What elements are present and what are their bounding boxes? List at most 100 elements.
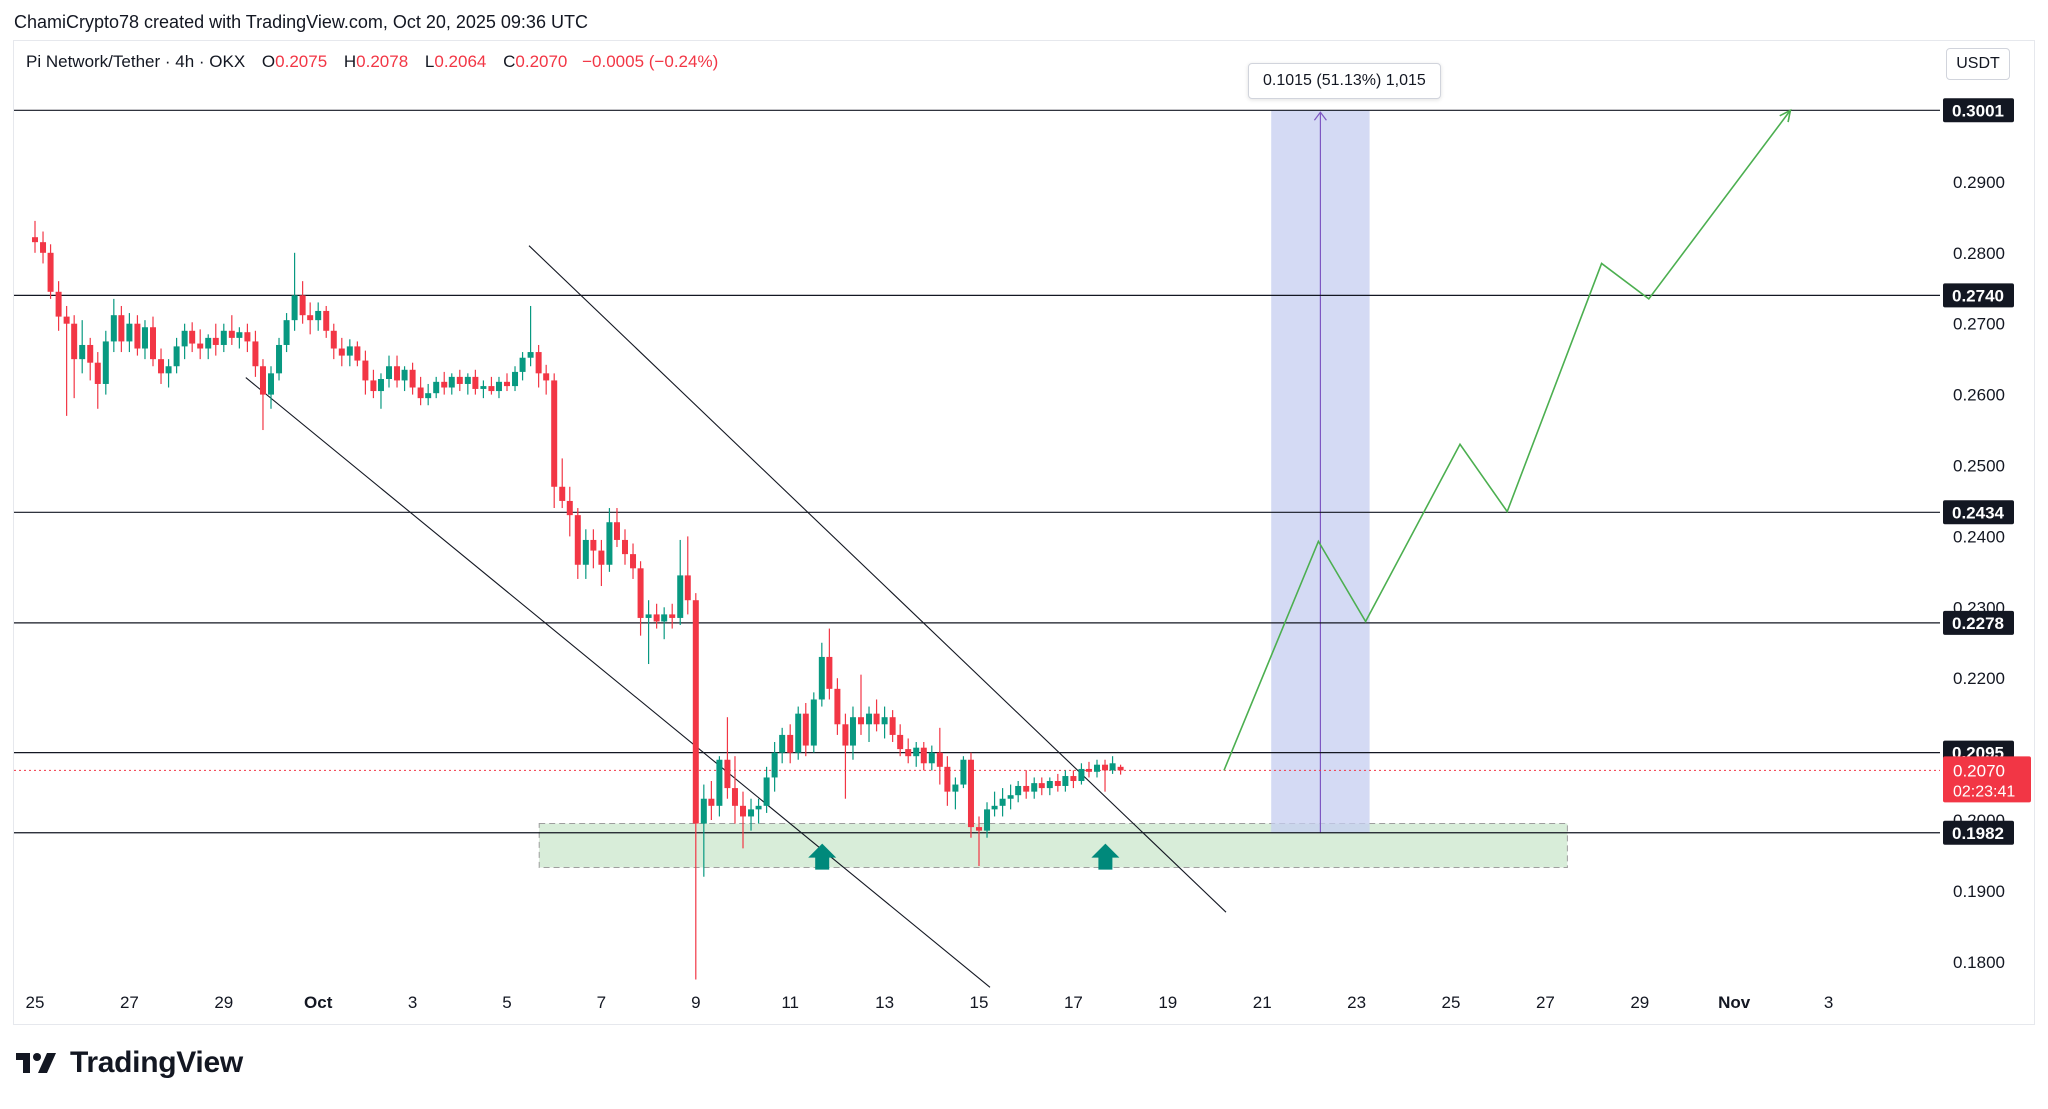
last-price-label: 0.2070	[1953, 761, 2005, 780]
candle-body	[1054, 781, 1061, 786]
candle-body	[134, 323, 141, 349]
candle-body	[731, 788, 738, 806]
candle-body	[755, 805, 762, 810]
candle-body	[401, 369, 408, 381]
currency-button[interactable]: USDT	[1946, 48, 2010, 80]
candle-body	[165, 366, 172, 374]
candle-body	[346, 346, 353, 356]
candle-body	[700, 798, 707, 824]
support-zone-layer	[538, 823, 1568, 869]
candle-body	[244, 332, 251, 342]
x-tick-label: 9	[691, 993, 700, 1012]
candle-body	[456, 376, 463, 384]
candle-body	[669, 614, 676, 618]
candle-body	[724, 759, 731, 789]
candle-body	[409, 369, 416, 388]
candle-body	[606, 522, 613, 565]
y-tick-label: 0.2200	[1953, 669, 2005, 688]
projection-arrowhead	[1779, 108, 1792, 123]
candle-body	[913, 747, 920, 757]
last-price-tag	[1943, 756, 2031, 803]
x-tick-label: 25	[1442, 993, 1461, 1012]
candle-body	[40, 242, 47, 253]
x-tick-label: 23	[1347, 993, 1366, 1012]
candle-body	[779, 734, 786, 753]
candle-body	[661, 614, 668, 622]
candles-layer	[32, 220, 1124, 980]
y-tick-label: 0.2900	[1953, 173, 2005, 192]
candle-body	[598, 550, 605, 565]
candle-body	[889, 717, 896, 735]
candle-body	[1094, 764, 1100, 772]
candle-body	[944, 766, 951, 792]
tradingview-logo[interactable]: TradingView	[16, 1046, 243, 1080]
candle-body	[1038, 783, 1045, 789]
candle-body	[771, 752, 778, 778]
candle-body	[984, 809, 991, 831]
candle-body	[472, 376, 479, 389]
candle-body	[259, 366, 266, 395]
candle-body	[370, 380, 377, 392]
candle-body	[1117, 766, 1124, 771]
candle-body	[299, 295, 306, 316]
candle-body	[197, 343, 204, 349]
candle-body	[1078, 768, 1085, 782]
candle-body	[622, 539, 628, 555]
candle-body	[1062, 776, 1069, 786]
x-tick-label: 15	[970, 993, 989, 1012]
level-price-label: 0.2278	[1952, 614, 2004, 633]
candle-body	[818, 656, 825, 700]
x-tick-label: 3	[1824, 993, 1833, 1012]
candle-body	[441, 381, 448, 388]
x-tick-label: 25	[26, 993, 45, 1012]
bullish-arrow-icon	[808, 843, 837, 870]
candle-body	[425, 393, 432, 399]
candle-body	[1046, 781, 1053, 789]
candle-body	[1007, 795, 1014, 799]
candle-body	[787, 734, 794, 753]
candle-body	[708, 798, 715, 806]
candle-body	[150, 327, 156, 360]
y-tick-label: 0.2500	[1953, 457, 2005, 476]
candle-body	[228, 330, 235, 338]
candle-body	[504, 381, 510, 387]
candle-body	[519, 357, 526, 372]
x-tick-label: 3	[408, 993, 417, 1012]
measure-range-layer	[1271, 110, 1370, 833]
candle-body	[79, 344, 86, 360]
chart-frame	[13, 40, 2035, 1025]
symbol-legend[interactable]: Pi Network/Tether · 4h · OKX O0.2075 H0.…	[26, 52, 718, 72]
level-price-label: 0.2434	[1952, 503, 2005, 522]
candle-body	[716, 759, 723, 806]
candle-body	[1085, 768, 1092, 772]
open-value: 0.2075	[275, 52, 328, 71]
symbol-name: Pi Network/Tether · 4h · OKX	[26, 52, 246, 71]
candle-body	[645, 614, 652, 618]
candle-body	[330, 330, 337, 349]
close-label: C	[503, 52, 516, 71]
x-tick-label: 27	[120, 993, 139, 1012]
candle-body	[377, 379, 384, 392]
x-tick-label: 13	[875, 993, 894, 1012]
candle-body	[991, 805, 998, 810]
candle-body	[480, 386, 487, 389]
x-tick-label: Oct	[304, 993, 333, 1012]
high-value: 0.2078	[356, 52, 409, 71]
candle-body	[338, 348, 345, 356]
projection-path-layer	[1223, 108, 1792, 771]
x-tick-label: 17	[1064, 993, 1083, 1012]
y-tick-label: 0.2800	[1953, 244, 2005, 263]
candle-body	[905, 749, 912, 757]
candle-body	[1109, 763, 1116, 771]
candle-body	[212, 337, 219, 345]
channel-line	[245, 377, 991, 988]
candle-body	[173, 346, 180, 367]
candle-body	[189, 330, 196, 344]
candle-body	[394, 366, 401, 381]
x-tick-label: 11	[781, 993, 799, 1012]
x-tick-label: 5	[502, 993, 511, 1012]
candle-body	[763, 777, 770, 806]
candle-body	[866, 713, 873, 725]
